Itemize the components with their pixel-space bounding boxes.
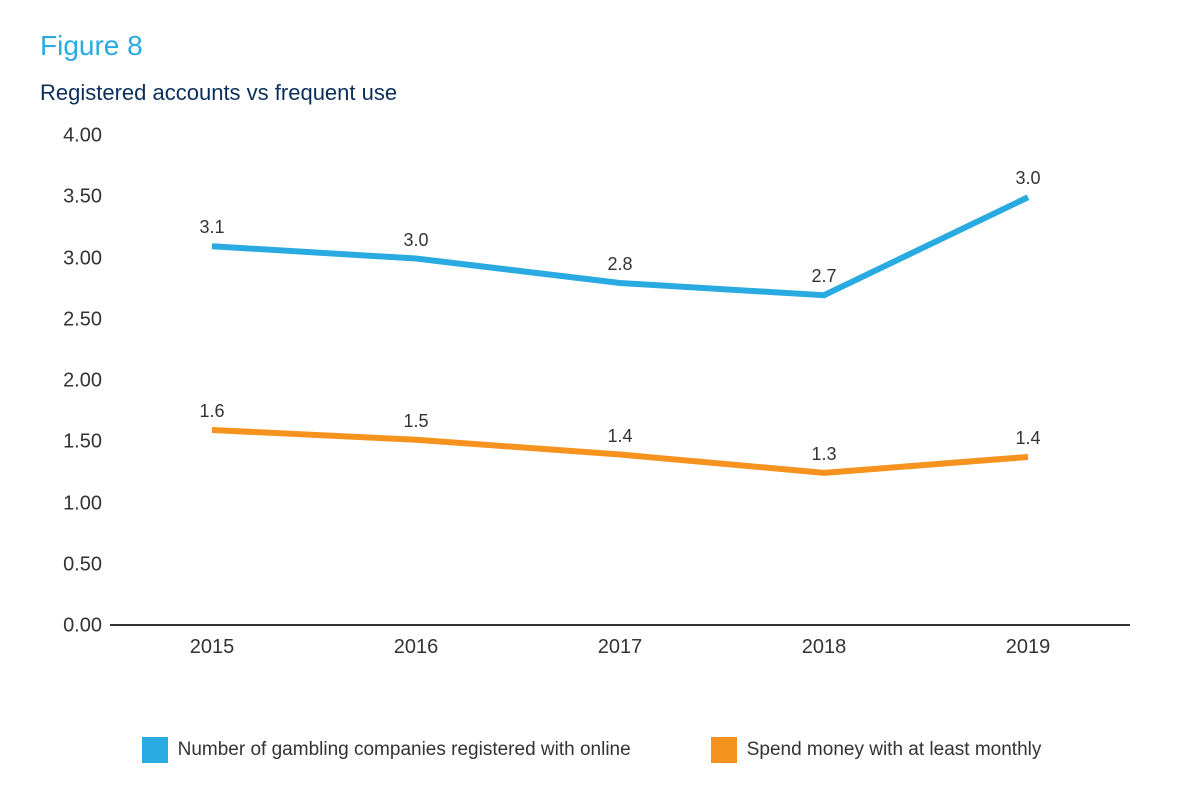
ytick-label: 2.50 xyxy=(42,308,102,331)
ytick-label: 0.00 xyxy=(42,615,102,638)
legend-label: Spend money with at least monthly xyxy=(747,739,1042,761)
legend-swatch-icon xyxy=(711,737,737,763)
xtick-label: 2017 xyxy=(580,636,660,659)
legend-swatch-icon xyxy=(142,737,168,763)
series-line xyxy=(212,197,1028,295)
data-point-label: 1.4 xyxy=(1015,428,1040,449)
x-axis-line xyxy=(110,624,1130,626)
figure-label: Figure 8 xyxy=(40,30,1143,62)
data-point-label: 3.1 xyxy=(199,217,224,238)
data-point-label: 3.0 xyxy=(1015,168,1040,189)
chart-container: 0.00 0.50 1.00 1.50 2.00 2.50 3.00 3.50 … xyxy=(40,126,1140,686)
legend-label: Number of gambling companies registered … xyxy=(178,739,631,761)
ytick-label: 2.00 xyxy=(42,370,102,393)
ytick-label: 0.50 xyxy=(42,553,102,576)
data-point-label: 1.3 xyxy=(811,444,836,465)
ytick-label: 4.00 xyxy=(42,125,102,148)
ytick-label: 1.50 xyxy=(42,431,102,454)
data-point-label: 2.8 xyxy=(607,254,632,275)
data-point-label: 3.0 xyxy=(403,230,428,251)
line-chart-svg xyxy=(110,136,1130,626)
xtick-label: 2016 xyxy=(376,636,456,659)
data-point-label: 2.7 xyxy=(811,266,836,287)
ytick-label: 3.50 xyxy=(42,186,102,209)
data-point-label: 1.4 xyxy=(607,426,632,447)
xtick-label: 2018 xyxy=(784,636,864,659)
chart-title: Registered accounts vs frequent use xyxy=(40,80,1143,106)
legend: Number of gambling companies registered … xyxy=(0,737,1183,763)
data-point-label: 1.5 xyxy=(403,411,428,432)
ytick-label: 3.00 xyxy=(42,247,102,270)
data-point-label: 1.6 xyxy=(199,401,224,422)
legend-item-spend: Spend money with at least monthly xyxy=(711,737,1042,763)
xtick-label: 2019 xyxy=(988,636,1068,659)
xtick-label: 2015 xyxy=(172,636,252,659)
legend-item-registered: Number of gambling companies registered … xyxy=(142,737,631,763)
ytick-label: 1.00 xyxy=(42,492,102,515)
plot-area: 3.1 3.0 2.8 2.7 3.0 1.6 1.5 1.4 1.3 1.4 xyxy=(110,136,1130,626)
